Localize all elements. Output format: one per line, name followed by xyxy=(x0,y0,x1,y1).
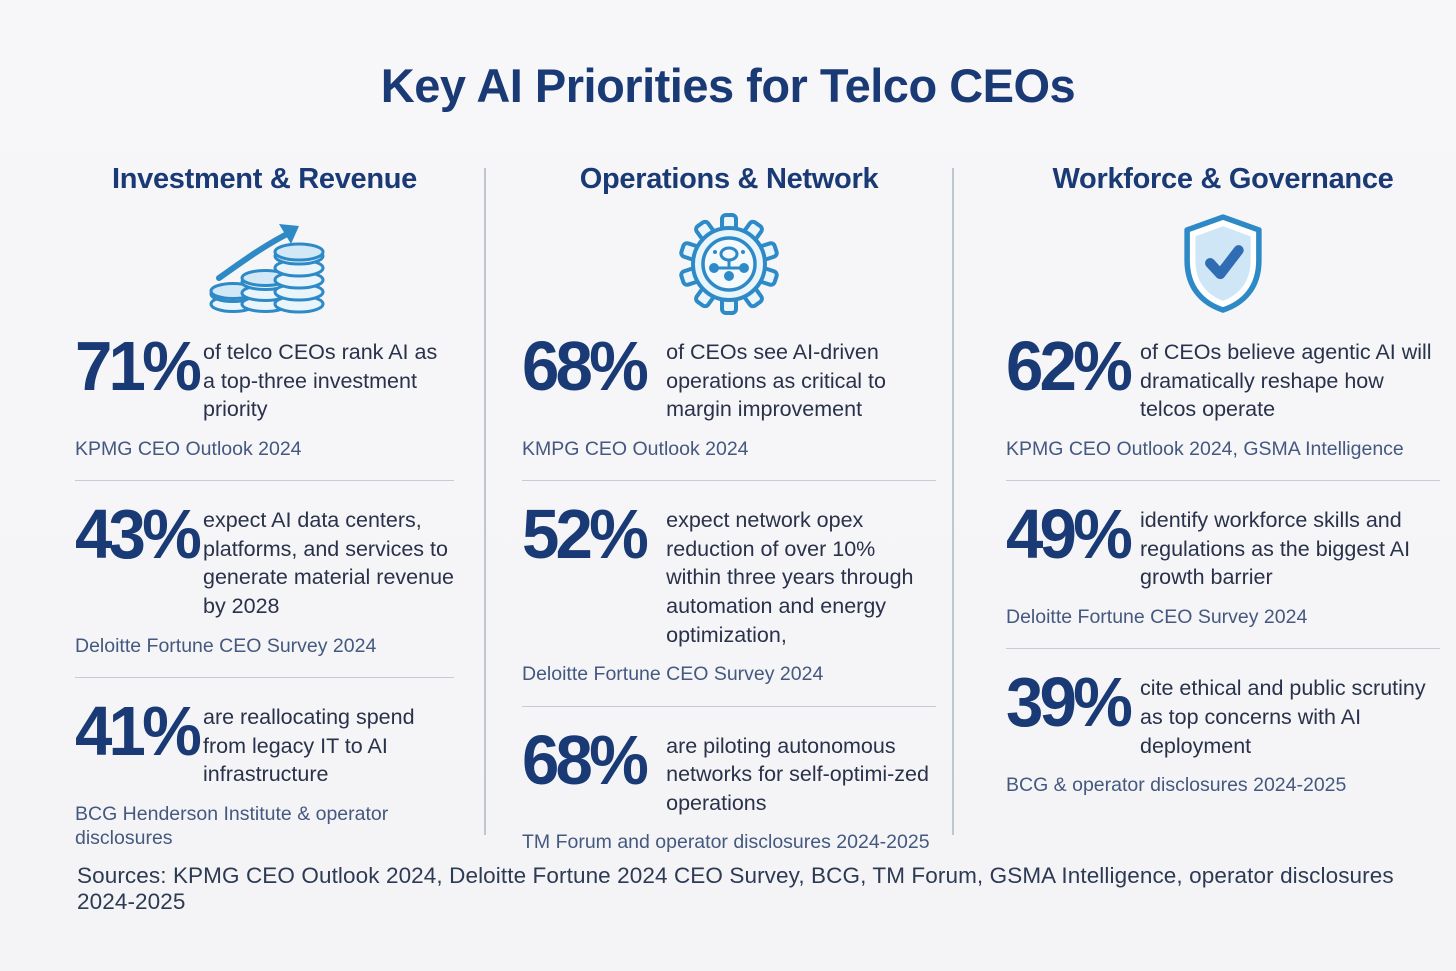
column-workforce-governance: Workforce & Governance 62% of CEOs belie… xyxy=(954,163,1456,855)
stat-divider xyxy=(1006,648,1440,650)
sources-footnote: Sources: KPMG CEO Outlook 2024, Deloitte… xyxy=(77,863,1394,914)
column-header: Investment & Revenue xyxy=(111,163,418,195)
stat-source: BCG & operator disclosures 2024-2025 xyxy=(1006,774,1347,797)
stat-divider xyxy=(1006,480,1440,482)
column-divider-2 xyxy=(952,168,954,835)
stat-value: 39% xyxy=(1006,663,1133,742)
coins-growth-icon xyxy=(75,210,454,318)
stat-source: KPMG CEO Outlook 2024, GSMA Intelligence xyxy=(1006,437,1404,460)
stat-block: 41% are reallocating spend from legacy I… xyxy=(75,691,454,789)
stat-value: 49% xyxy=(1006,495,1133,574)
stat-block: 71% of telco CEOs rank AI as a top-three… xyxy=(75,327,454,424)
stat-source: TM Forum and operator disclosures 2024-2… xyxy=(522,831,930,854)
page-title: Key AI Priorities for Telco CEOs xyxy=(380,59,1076,112)
stat-text: are piloting autonomous networks for sel… xyxy=(666,733,929,815)
stat-text: are reallocating spend from legacy IT to… xyxy=(203,704,415,787)
stat-source: KPMG CEO Outlook 2024 xyxy=(75,437,302,460)
stat-source: Deloitte Fortune CEO Survey 2024 xyxy=(75,634,377,657)
stat-divider xyxy=(75,480,454,482)
gear-network-icon xyxy=(522,210,936,318)
stat-block: 62% of CEOs believe agentic AI will dram… xyxy=(1006,327,1440,424)
column-operations-network: Operations & Network xyxy=(484,163,954,855)
stat-value: 41% xyxy=(75,691,202,770)
stat-value: 71% xyxy=(75,327,202,405)
stat-divider xyxy=(522,480,936,482)
column-investment-revenue: Investment & Revenue xyxy=(0,163,484,855)
stat-divider xyxy=(522,705,936,707)
stat-text: identify workforce skills and regulation… xyxy=(1140,508,1411,590)
column-header: Workforce & Governance xyxy=(1052,163,1394,195)
stat-block: 49% identify workforce skills and regula… xyxy=(1006,495,1440,592)
stat-block: 68% are piloting autonomous networks for… xyxy=(522,720,936,818)
stat-block: 68% of CEOs see AI-driven operations as … xyxy=(522,327,936,424)
stat-block: 39% cite ethical and public scrutiny as … xyxy=(1006,663,1440,760)
stat-text: expect network opex reduction of over 10… xyxy=(666,508,914,647)
columns-container: Investment & Revenue xyxy=(0,163,1456,855)
shield-check-icon xyxy=(1006,210,1440,318)
column-header: Operations & Network xyxy=(579,163,879,195)
stat-source: Deloitte Fortune CEO Survey 2024 xyxy=(1006,605,1308,628)
stat-divider xyxy=(75,676,454,678)
stat-text: expect AI data centers, platforms, and s… xyxy=(203,508,454,618)
stat-block: 43% expect AI data centers, platforms, a… xyxy=(75,495,454,620)
stat-source: BCG Henderson Institute & operator discl… xyxy=(75,802,389,850)
stat-source: KMPG CEO Outlook 2024 xyxy=(522,437,749,460)
stat-block: 52% expect network opex reduction of ove… xyxy=(522,495,936,649)
stat-value: 43% xyxy=(75,495,202,574)
stat-text: of CEOs believe agentic AI will dramatic… xyxy=(1140,340,1432,422)
stat-value: 68% xyxy=(522,720,649,799)
stat-value: 52% xyxy=(522,495,649,574)
stat-text: of CEOs see AI-driven operations as crit… xyxy=(666,340,886,422)
column-divider-1 xyxy=(484,168,486,835)
stat-text: cite ethical and public scrutiny as top … xyxy=(1140,676,1426,758)
stat-source: Deloitte Fortune CEO Survey 2024 xyxy=(522,663,824,686)
stat-text: of telco CEOs rank AI as a top-three inv… xyxy=(203,340,438,422)
stat-value: 68% xyxy=(522,327,649,405)
stat-value: 62% xyxy=(1006,327,1133,405)
